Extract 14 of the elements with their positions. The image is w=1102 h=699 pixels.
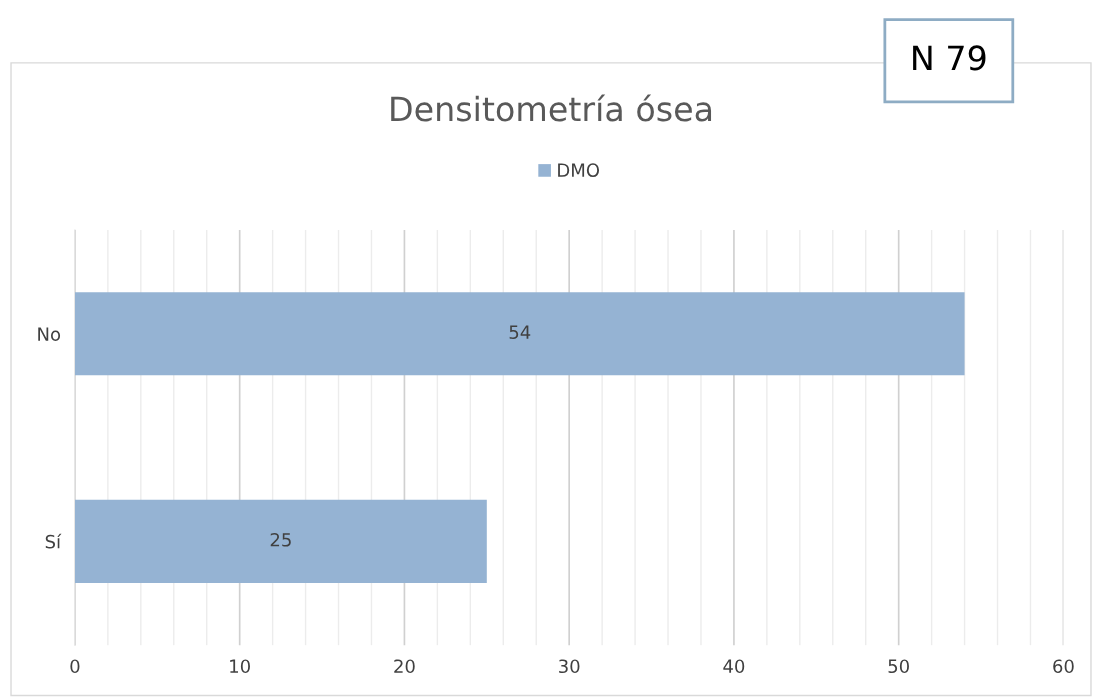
data-label: 25	[270, 532, 291, 547]
x-tick-label: 60	[1053, 659, 1074, 674]
x-tick-label: 10	[230, 659, 250, 674]
x-tick-label: 0	[70, 659, 80, 674]
legend-label: DMO	[558, 163, 600, 178]
text: N 79	[913, 45, 986, 71]
x-tick-label: 40	[723, 659, 745, 674]
x-tick-label: 20	[394, 659, 415, 674]
x-tick-label: 50	[888, 659, 909, 674]
x-tick-label: 30	[559, 659, 580, 674]
chart-title: Densitometría ósea	[391, 94, 712, 122]
y-tick-label: Sí	[45, 533, 62, 549]
data-label: 54	[509, 325, 531, 340]
y-tick-label: No	[38, 327, 61, 341]
